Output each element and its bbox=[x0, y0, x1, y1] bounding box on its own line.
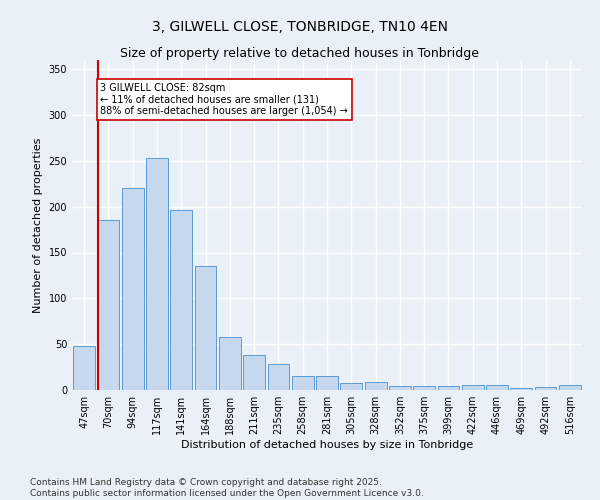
Text: Contains HM Land Registry data © Crown copyright and database right 2025.
Contai: Contains HM Land Registry data © Crown c… bbox=[30, 478, 424, 498]
Bar bbox=[316, 376, 338, 390]
Bar bbox=[122, 188, 143, 390]
Y-axis label: Number of detached properties: Number of detached properties bbox=[33, 138, 43, 312]
Bar bbox=[437, 386, 460, 390]
Bar bbox=[340, 382, 362, 390]
Bar bbox=[511, 388, 532, 390]
Bar bbox=[462, 384, 484, 390]
Bar bbox=[365, 382, 386, 390]
Text: 3 GILWELL CLOSE: 82sqm
← 11% of detached houses are smaller (131)
88% of semi-de: 3 GILWELL CLOSE: 82sqm ← 11% of detached… bbox=[100, 83, 348, 116]
Bar bbox=[535, 387, 556, 390]
Bar bbox=[243, 355, 265, 390]
Bar bbox=[97, 220, 119, 390]
X-axis label: Distribution of detached houses by size in Tonbridge: Distribution of detached houses by size … bbox=[181, 440, 473, 450]
Bar bbox=[146, 158, 168, 390]
Bar bbox=[194, 266, 217, 390]
Text: 3, GILWELL CLOSE, TONBRIDGE, TN10 4EN: 3, GILWELL CLOSE, TONBRIDGE, TN10 4EN bbox=[152, 20, 448, 34]
Bar bbox=[268, 364, 289, 390]
Bar bbox=[389, 386, 411, 390]
Bar bbox=[486, 386, 508, 390]
Bar bbox=[170, 210, 192, 390]
Bar bbox=[559, 384, 581, 390]
Bar bbox=[413, 386, 435, 390]
Bar bbox=[292, 376, 314, 390]
Bar bbox=[73, 346, 95, 390]
Bar bbox=[219, 337, 241, 390]
Text: Size of property relative to detached houses in Tonbridge: Size of property relative to detached ho… bbox=[121, 48, 479, 60]
